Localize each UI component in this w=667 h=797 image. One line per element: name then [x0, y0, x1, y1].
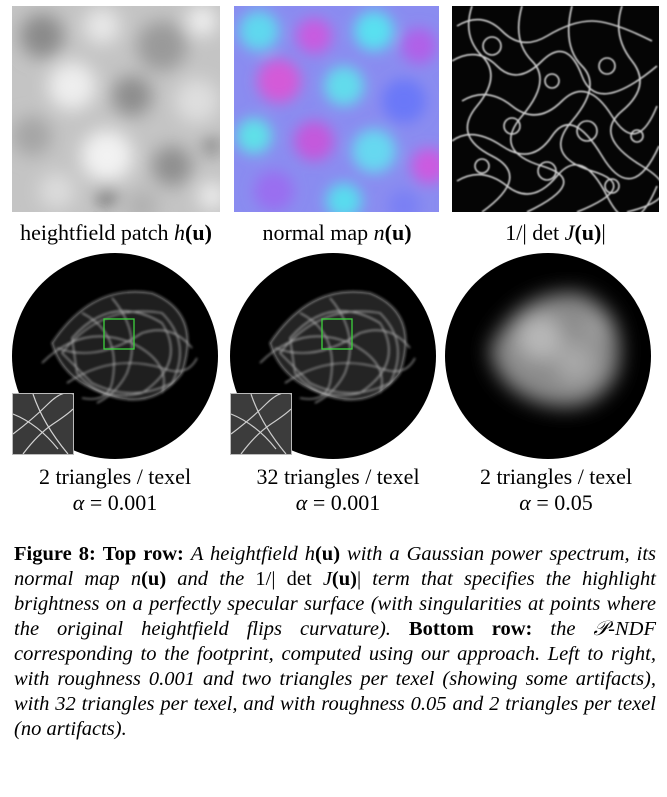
bottom-row-label: Bottom row:	[408, 618, 533, 640]
heightfield-patch-image	[12, 6, 220, 212]
bottom-label-1: 2 triangles / texel α = 0.001	[0, 464, 230, 516]
figure-caption: Figure 8: Top row: A heightfield h(u) wi…	[14, 543, 657, 740]
alpha-value: α = 0.001	[72, 490, 158, 515]
highlight-box	[321, 318, 353, 350]
figure-label: Figure 8:	[14, 543, 96, 565]
ndf-disk-rough-0-05	[445, 253, 651, 459]
zoom-inset-middle	[230, 393, 292, 455]
bottom-label-2: 32 triangles / texel α = 0.001	[220, 464, 456, 516]
normal-map-image	[234, 6, 439, 212]
triangles-per-texel: 2 triangles / texel	[479, 464, 633, 489]
top-row-label: Top row:	[102, 543, 184, 565]
zoom-inset-left	[12, 393, 74, 455]
heightfield-label: heightfield patch h(u)	[20, 220, 212, 245]
triangles-per-texel: 2 triangles / texel	[38, 464, 192, 489]
bottom-label-3: 2 triangles / texel α = 0.05	[440, 464, 667, 516]
inverse-jacobian-image	[452, 6, 659, 212]
det-jacobian-label: 1/| det J(u)|	[505, 220, 606, 245]
triangles-per-texel: 32 triangles / texel	[256, 464, 420, 489]
alpha-value: α = 0.05	[519, 490, 593, 515]
alpha-value: α = 0.001	[295, 490, 381, 515]
highlight-box	[103, 318, 135, 350]
normal-map-label: normal map n(u)	[262, 220, 412, 245]
